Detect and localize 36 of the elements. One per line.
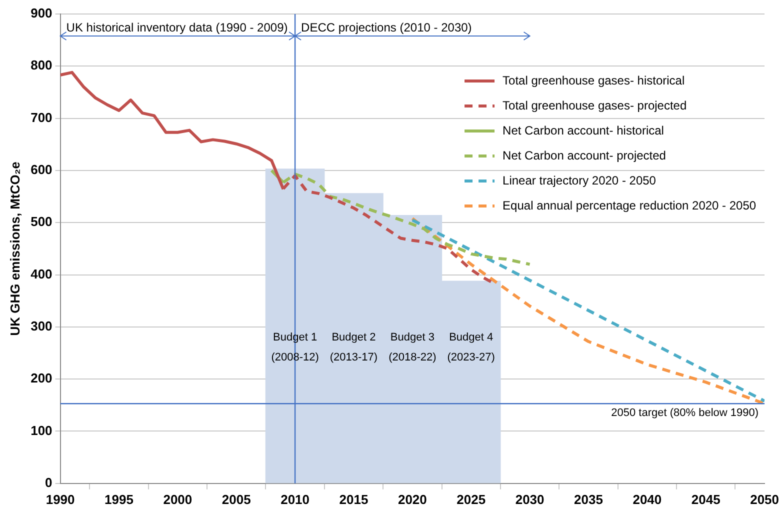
y-axis-title: UK GHG emissions, MtCO₂e — [7, 162, 22, 336]
x-tick-label: 2020 — [398, 492, 427, 507]
annotation: UK historical inventory data (1990 - 2009) — [66, 20, 288, 34]
x-tick-label: 1990 — [46, 492, 75, 507]
y-tick-label: 400 — [30, 266, 52, 282]
x-tick-label: 1995 — [104, 492, 134, 507]
y-tick-label: 800 — [30, 58, 52, 73]
x-tick-label: 2030 — [515, 492, 544, 507]
y-tick-label: 600 — [30, 162, 52, 178]
legend-label: Net Carbon account- projected — [502, 148, 666, 162]
legend-label: Total greenhouse gases- projected — [502, 98, 687, 112]
x-tick-label: 2040 — [632, 492, 662, 507]
x-tick-label: 2045 — [691, 492, 720, 507]
y-tick-label: 100 — [30, 422, 52, 438]
x-tick-label: 2035 — [574, 492, 603, 507]
x-tick-label: 2010 — [280, 492, 310, 507]
legend-label: Equal annual percentage reduction 2020 - 2050 — [502, 198, 756, 212]
x-tick-label: 2015 — [339, 492, 368, 507]
y-tick-label: 0 — [45, 474, 52, 490]
x-tick-label: 2005 — [222, 492, 251, 507]
x-tick-label: 2000 — [163, 492, 192, 507]
annotation: DECC projections (2010 - 2030) — [301, 20, 472, 34]
ref-line-label: 2050 target (80% below 1990) — [611, 407, 759, 420]
x-tick-label: 2050 — [750, 492, 779, 507]
legend-label: Net Carbon account- historical — [502, 123, 664, 138]
legend-label: Linear trajectory 2020 - 2050 — [502, 173, 656, 188]
annotation: Budget 3 (2018-22) — [388, 331, 436, 364]
x-tick-label: 2025 — [456, 492, 486, 507]
y-tick-label: 200 — [30, 370, 52, 386]
annotation: Budget 4 (2023-27) — [447, 331, 495, 364]
annotation: Budget 2 (2013-17) — [330, 331, 378, 364]
y-tick-label: 700 — [30, 110, 52, 125]
y-tick-label: 300 — [30, 318, 52, 334]
y-tick-label: 500 — [30, 214, 52, 230]
y-tick-label: 900 — [30, 6, 52, 21]
legend-label: Total greenhouse gases- historical — [502, 73, 685, 88]
